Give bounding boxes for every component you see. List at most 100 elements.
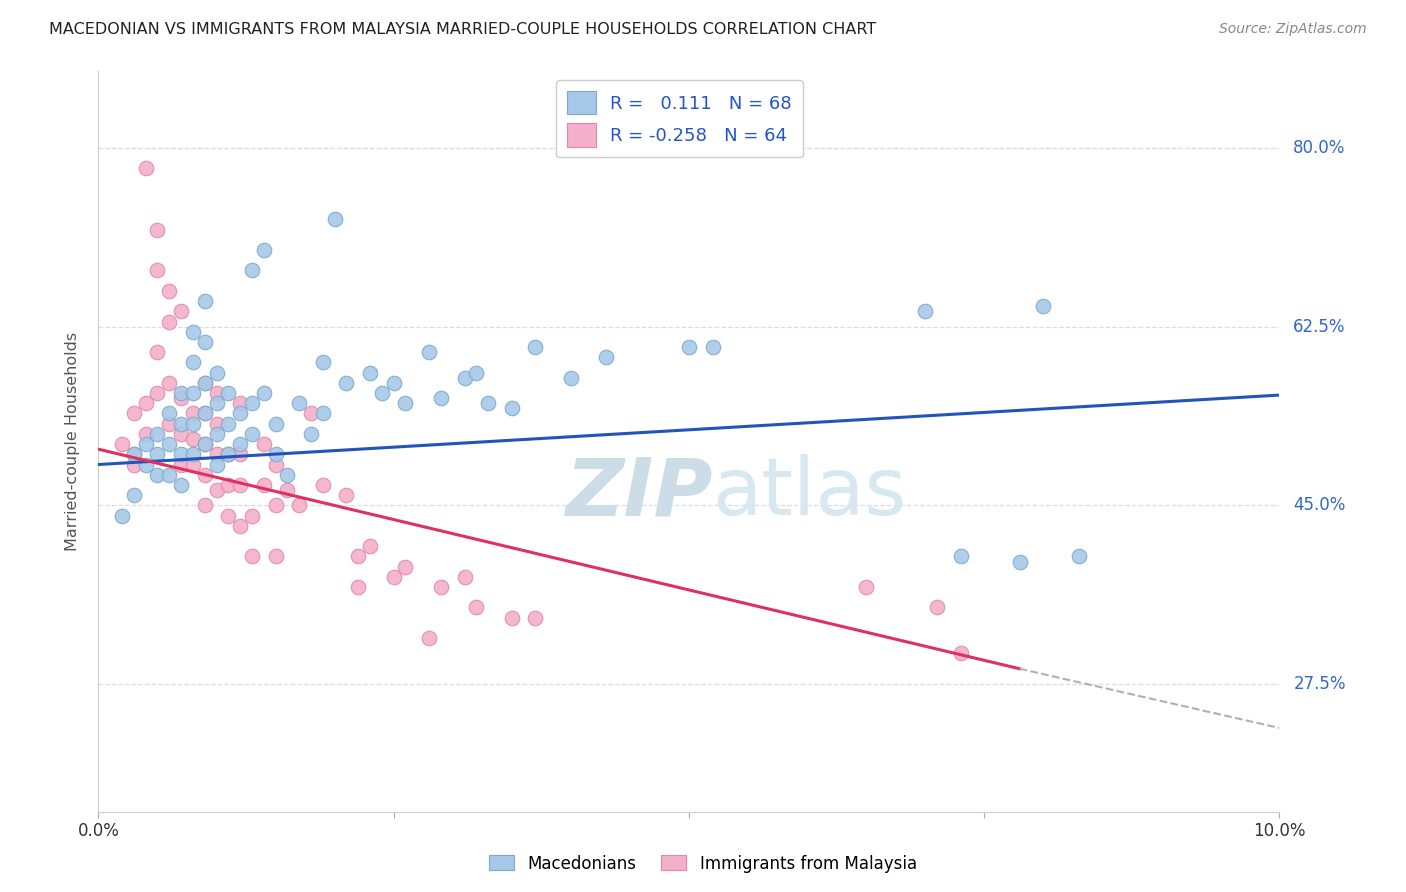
Point	[229, 407, 252, 421]
Point	[229, 437, 252, 451]
Point	[418, 631, 440, 645]
Point	[205, 458, 228, 472]
Point	[194, 376, 217, 390]
Point	[347, 580, 370, 594]
Legend: R =   0.111   N = 68, R = -0.258   N = 64: R = 0.111 N = 68, R = -0.258 N = 64	[557, 80, 803, 158]
Point	[702, 340, 724, 354]
Point	[217, 447, 239, 461]
Point	[170, 391, 193, 405]
Point	[240, 426, 263, 441]
Text: 62.5%: 62.5%	[1294, 318, 1346, 335]
Point	[135, 426, 157, 441]
Point	[229, 518, 252, 533]
Point	[205, 396, 228, 410]
Point	[240, 549, 263, 564]
Point	[299, 426, 322, 441]
Point	[170, 458, 193, 472]
Point	[146, 222, 169, 236]
Point	[194, 407, 217, 421]
Point	[181, 447, 204, 461]
Point	[194, 499, 217, 513]
Point	[135, 458, 157, 472]
Point	[157, 376, 180, 390]
Point	[146, 263, 169, 277]
Point	[288, 499, 311, 513]
Point	[170, 304, 193, 318]
Point	[430, 391, 453, 405]
Text: ZIP: ZIP	[565, 454, 713, 533]
Point	[229, 478, 252, 492]
Point	[194, 334, 217, 349]
Point	[1067, 549, 1090, 564]
Point	[264, 417, 287, 431]
Text: atlas: atlas	[713, 454, 907, 533]
Point	[170, 478, 193, 492]
Point	[217, 478, 239, 492]
Point	[240, 396, 263, 410]
Point	[135, 396, 157, 410]
Point	[205, 447, 228, 461]
Point	[264, 499, 287, 513]
Point	[276, 483, 298, 497]
Text: Source: ZipAtlas.com: Source: ZipAtlas.com	[1219, 22, 1367, 37]
Point	[382, 570, 405, 584]
Point	[194, 437, 217, 451]
Point	[157, 314, 180, 328]
Point	[465, 600, 488, 615]
Point	[276, 467, 298, 482]
Point	[264, 549, 287, 564]
Text: MACEDONIAN VS IMMIGRANTS FROM MALAYSIA MARRIED-COUPLE HOUSEHOLDS CORRELATION CHA: MACEDONIAN VS IMMIGRANTS FROM MALAYSIA M…	[49, 22, 876, 37]
Point	[678, 340, 700, 354]
Point	[194, 407, 217, 421]
Point	[394, 396, 416, 410]
Point	[205, 386, 228, 401]
Point	[135, 161, 157, 176]
Point	[501, 401, 523, 416]
Point	[111, 437, 134, 451]
Point	[217, 508, 239, 523]
Point	[359, 366, 381, 380]
Point	[146, 345, 169, 359]
Point	[253, 386, 276, 401]
Point	[217, 386, 239, 401]
Point	[240, 263, 263, 277]
Text: 27.5%: 27.5%	[1294, 675, 1346, 693]
Point	[205, 426, 228, 441]
Point	[347, 549, 370, 564]
Point	[312, 478, 335, 492]
Point	[430, 580, 453, 594]
Point	[170, 447, 193, 461]
Point	[914, 304, 936, 318]
Point	[157, 284, 180, 298]
Point	[240, 508, 263, 523]
Point	[157, 467, 180, 482]
Point	[146, 426, 169, 441]
Point	[1008, 555, 1031, 569]
Point	[122, 458, 145, 472]
Point	[146, 386, 169, 401]
Point	[157, 417, 180, 431]
Point	[855, 580, 877, 594]
Point	[312, 407, 335, 421]
Point	[181, 386, 204, 401]
Point	[949, 647, 972, 661]
Point	[524, 340, 547, 354]
Point	[194, 376, 217, 390]
Point	[1032, 299, 1054, 313]
Point	[146, 467, 169, 482]
Point	[217, 447, 239, 461]
Point	[157, 407, 180, 421]
Point	[205, 417, 228, 431]
Point	[135, 437, 157, 451]
Y-axis label: Married-couple Households: Married-couple Households	[65, 332, 80, 551]
Point	[335, 376, 357, 390]
Point	[194, 294, 217, 309]
Point	[181, 417, 204, 431]
Point	[335, 488, 357, 502]
Point	[122, 407, 145, 421]
Point	[382, 376, 405, 390]
Point	[217, 417, 239, 431]
Point	[122, 447, 145, 461]
Point	[595, 351, 617, 365]
Point	[323, 212, 346, 227]
